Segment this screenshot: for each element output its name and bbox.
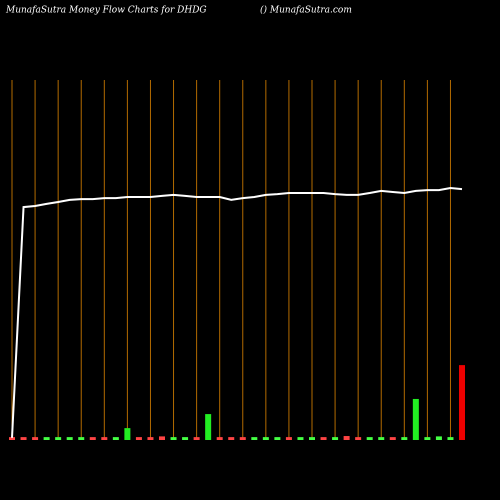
bar bbox=[66, 437, 73, 440]
bar bbox=[147, 437, 154, 440]
bar bbox=[412, 398, 419, 440]
bar bbox=[435, 436, 442, 440]
bar bbox=[401, 437, 408, 440]
bar bbox=[216, 437, 223, 440]
bar bbox=[170, 437, 177, 440]
chart-subtitle: () MunafaSutra.com bbox=[260, 5, 352, 16]
bar bbox=[251, 437, 258, 440]
bar bbox=[424, 437, 431, 440]
bar bbox=[182, 437, 189, 440]
chart-title: MunafaSutra Money Flow Charts for DHDG bbox=[5, 6, 207, 16]
bar bbox=[112, 437, 119, 440]
bar bbox=[343, 436, 350, 440]
bar bbox=[459, 365, 465, 440]
bar bbox=[101, 437, 108, 440]
bar bbox=[447, 437, 454, 440]
bar bbox=[89, 437, 96, 440]
bar bbox=[309, 437, 315, 440]
bar bbox=[285, 437, 292, 440]
price-line bbox=[11, 186, 463, 438]
bar bbox=[297, 437, 304, 440]
bar bbox=[262, 437, 269, 440]
bar bbox=[320, 437, 327, 440]
bar bbox=[135, 437, 142, 440]
bar bbox=[228, 437, 235, 440]
bar bbox=[355, 437, 362, 440]
bar bbox=[193, 437, 200, 440]
bar bbox=[124, 428, 131, 440]
bar bbox=[389, 437, 396, 440]
bar bbox=[366, 437, 373, 440]
bar bbox=[159, 436, 165, 440]
bar bbox=[43, 437, 50, 440]
bar bbox=[205, 414, 212, 440]
bar bbox=[78, 437, 85, 440]
bar bbox=[55, 437, 62, 440]
bar bbox=[9, 437, 15, 440]
bar bbox=[32, 437, 39, 440]
bar bbox=[20, 437, 27, 440]
bar bbox=[274, 437, 281, 440]
bar bbox=[378, 437, 385, 440]
bar bbox=[332, 437, 339, 440]
bar bbox=[239, 437, 246, 440]
